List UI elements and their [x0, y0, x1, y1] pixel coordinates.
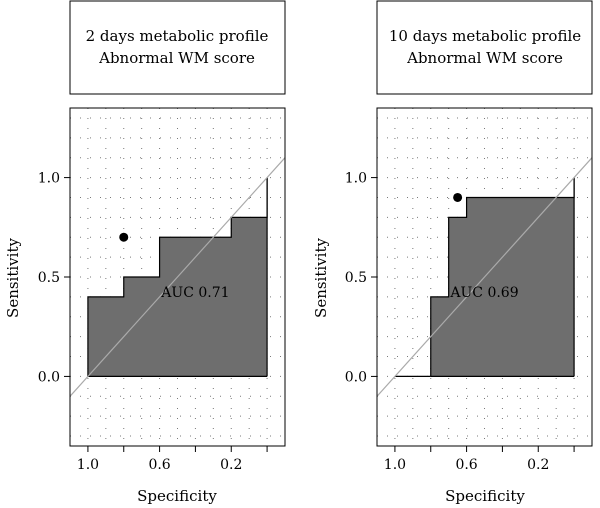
roc-panel-2-days: 2 days metabolic profile Abnormal WM sco… — [4, 0, 286, 505]
reference-diagonal — [69, 157, 286, 397]
x-axis-label: Specificity — [137, 487, 217, 505]
y-tick-label: 0.0 — [345, 369, 367, 385]
y-tick-label: 0.5 — [345, 270, 367, 286]
roc-curve — [87, 177, 268, 377]
x-axis-label: Specificity — [445, 487, 525, 505]
y-axis-label: Sensitivity — [4, 238, 22, 318]
panel-title-line-1: 10 days metabolic profile — [389, 27, 581, 45]
optimal-cutoff-point — [453, 192, 463, 202]
auc-area — [430, 177, 575, 377]
y-tick-label: 1.0 — [38, 171, 60, 187]
reference-diagonal — [376, 157, 593, 397]
y-tick-label: 0.0 — [38, 369, 60, 385]
roc-panel-10-days: 10 days metabolic profile Abnormal WM sc… — [312, 0, 593, 505]
x-tick-label: 1.0 — [77, 457, 99, 473]
x-tick-label: 0.2 — [527, 457, 549, 473]
plot-area: AUC 0.71 1.0 0.6 0.2 0.0 0.5 1.0 — [38, 107, 286, 473]
x-tick-label: 1.0 — [384, 457, 406, 473]
auc-label: AUC 0.69 — [449, 285, 518, 301]
panel-title-line-1: 2 days metabolic profile — [86, 27, 269, 45]
x-tick-label: 0.2 — [220, 457, 242, 473]
y-tick-label: 1.0 — [345, 171, 367, 187]
x-tick-label: 0.6 — [148, 457, 170, 473]
panel-title-line-2: Abnormal WM score — [406, 49, 563, 67]
auc-label: AUC 0.71 — [160, 285, 229, 301]
plot-area: AUC 0.69 1.0 0.6 0.2 0.0 0.5 1.0 — [345, 107, 593, 473]
panel-title-box — [69, 0, 286, 95]
x-tick-label: 0.6 — [455, 457, 477, 473]
y-tick-label: 0.5 — [38, 270, 60, 286]
y-axis-label: Sensitivity — [312, 238, 330, 318]
optimal-cutoff-point — [119, 232, 129, 242]
panel-title-box — [376, 0, 593, 95]
panel-title-line-2: Abnormal WM score — [98, 49, 255, 67]
